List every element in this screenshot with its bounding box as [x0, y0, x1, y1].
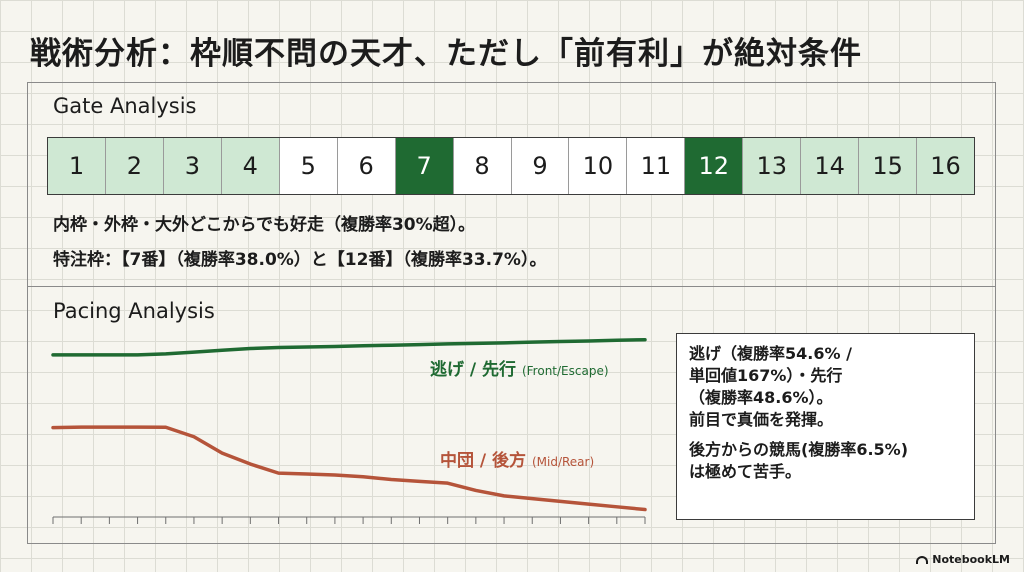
gate-cell-7: 7: [395, 138, 454, 194]
rear-label-en: (Mid/Rear): [531, 455, 595, 469]
front-series-label: 逃げ / 先行 (Front/Escape): [430, 355, 609, 380]
gate-cell-10: 10: [569, 138, 628, 194]
gate-row: 1 2 3 4 5 6 7 8 9 10 11 12 13 14 15 16: [47, 137, 975, 195]
front-label-jp: 逃げ / 先行: [430, 360, 517, 380]
info-line: 単回値167%）・先行: [689, 366, 843, 385]
notebooklm-logo-icon: [916, 555, 929, 564]
gate-cell-2: 2: [105, 138, 164, 194]
front-label-en: (Front/Escape): [521, 364, 609, 378]
gate-cell-4: 4: [221, 138, 280, 194]
gate-cell-9: 9: [511, 138, 570, 194]
pacing-analysis-heading: Pacing Analysis: [53, 299, 215, 323]
gate-cell-8: 8: [453, 138, 512, 194]
rear-series-label: 中団 / 後方 (Mid/Rear): [440, 446, 594, 471]
gate-note-line1: 内枠・外枠・大外どこからでも好走（複勝率30%超）。: [53, 215, 476, 235]
brand-text: NotebookLM: [932, 553, 1010, 566]
gate-cell-11: 11: [627, 138, 686, 194]
front-escape-line: [51, 337, 647, 357]
notebooklm-brand: NotebookLM: [916, 553, 1010, 566]
pacing-info-box: 逃げ（複勝率54.6% / 単回値167%）・先行 （複勝率48.6%）。 前目…: [676, 333, 975, 520]
info-line: 前目で真価を発揮。: [689, 410, 834, 429]
gate-cell-13: 13: [743, 138, 802, 194]
content-panel: [27, 82, 996, 544]
mid-rear-line: [51, 425, 647, 512]
gate-analysis-heading: Gate Analysis: [53, 94, 197, 118]
gate-cell-14: 14: [801, 138, 860, 194]
rear-label-jp: 中団 / 後方: [440, 451, 527, 471]
info-line: 逃げ（複勝率54.6% /: [689, 344, 852, 363]
gate-cell-3: 3: [163, 138, 222, 194]
info-line: は極めて苦手。: [689, 462, 802, 481]
page-title: 戦術分析：枠順不問の天才、ただし「前有利」が絶対条件: [30, 36, 862, 72]
section-divider: [27, 286, 996, 287]
gate-cell-12: 12: [685, 138, 744, 194]
gate-note-line2: 特注枠：【7番】（複勝率38.0%）と【12番】（複勝率33.7%）。: [53, 250, 547, 270]
gate-cell-5: 5: [279, 138, 338, 194]
gate-cell-15: 15: [859, 138, 918, 194]
info-line: （複勝率48.6%）。: [689, 388, 833, 407]
gate-cell-1: 1: [48, 138, 106, 194]
info-line: 後方からの競馬(複勝率6.5%): [689, 440, 909, 459]
gate-cell-6: 6: [337, 138, 396, 194]
gate-cell-16: 16: [917, 138, 974, 194]
